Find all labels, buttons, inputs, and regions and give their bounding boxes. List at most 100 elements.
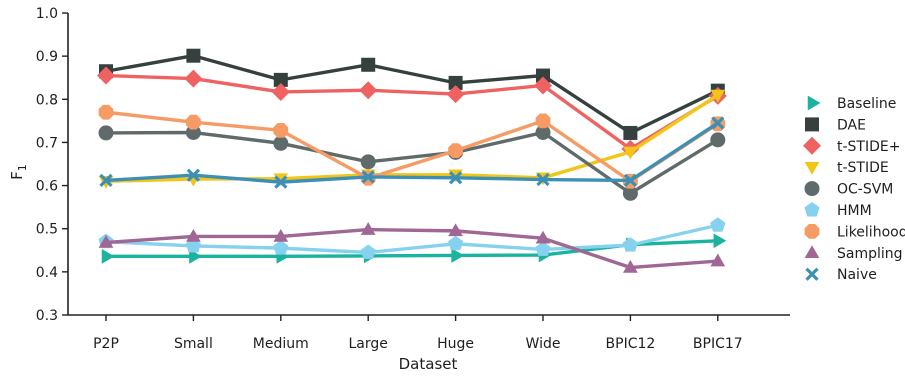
data-point [535, 241, 551, 256]
x-tick-label: BPIC12 [606, 336, 656, 352]
data-point [448, 143, 463, 159]
y-axis-title-main: F [8, 171, 26, 180]
legend-item: Likelihood [804, 224, 905, 240]
series-sampling [98, 222, 726, 273]
y-axis-title: F1 [8, 164, 29, 180]
data-point [448, 171, 463, 185]
y-tick-label: 0.9 [36, 49, 58, 65]
data-point [710, 217, 726, 232]
data-point [273, 135, 289, 151]
y-axis-title-subscript: 1 [16, 164, 29, 171]
legend-item: DAE [805, 117, 866, 133]
data-point [273, 228, 289, 242]
data-point [186, 48, 201, 63]
data-point [186, 228, 201, 242]
legend-label: DAE [837, 117, 866, 133]
data-point [360, 222, 376, 235]
x-tick-label: P2P [93, 336, 119, 352]
data-point [623, 173, 638, 188]
series-line [105, 73, 719, 151]
data-point [184, 69, 203, 88]
y-tick-label: 0.5 [36, 222, 58, 238]
legend-marker [807, 95, 821, 111]
legend-label: t-STIDE [837, 160, 889, 176]
legend-marker [804, 245, 820, 259]
legend-label: OC-SVM [837, 182, 893, 198]
x-tick-label: Small [174, 336, 213, 352]
data-point [622, 237, 639, 252]
x-axis-title: Dataset [399, 355, 458, 373]
legend-label: Naive [837, 267, 877, 283]
data-point [101, 248, 115, 264]
data-point [97, 66, 115, 85]
y-tick-label: 0.6 [36, 179, 58, 195]
plot-area [97, 48, 727, 273]
series-naive [99, 116, 725, 189]
data-point [534, 76, 552, 95]
data-point [713, 233, 727, 249]
data-point [360, 244, 376, 259]
x-tick-label: Large [349, 336, 388, 352]
data-point [535, 230, 551, 244]
legend-marker [804, 224, 820, 239]
legend-label: HMM [837, 203, 872, 219]
data-point [536, 68, 550, 83]
axes [67, 13, 790, 316]
data-point [622, 185, 638, 201]
legend-label: Likelihood [837, 224, 905, 240]
legend-marker [804, 161, 820, 175]
data-point [360, 154, 376, 170]
data-point [186, 168, 201, 182]
series-t-stide- [97, 66, 727, 158]
data-point [710, 132, 726, 148]
data-point [623, 146, 638, 160]
data-point [447, 235, 464, 251]
legend-marker [804, 202, 820, 217]
legend-marker [803, 136, 821, 155]
legend: Baseline DAE t-STIDE+ t-STIDE OC-SVM HMM Likel… [803, 95, 905, 283]
legend-label: Sampling [837, 246, 903, 262]
data-point [189, 248, 202, 264]
y-tick-label: 0.8 [36, 92, 58, 108]
legend-item: t-STIDE+ [803, 136, 900, 155]
legend-item: Baseline [807, 95, 896, 112]
legend-marker [804, 181, 820, 197]
x-tick-label: Medium [253, 336, 309, 352]
data-point [710, 89, 726, 103]
data-point [448, 75, 463, 90]
data-point [623, 125, 638, 140]
data-point [98, 104, 114, 120]
legend-marker [805, 117, 819, 132]
legend-item: Sampling [804, 245, 903, 262]
y-tick-label: 0.3 [36, 308, 58, 324]
x-ticks: P2P Small Medium Large Huge Wide BPIC12 BPIC17 [93, 315, 743, 352]
data-point [451, 248, 465, 263]
legend-item: OC-SVM [804, 181, 893, 198]
data-point [273, 122, 289, 138]
data-point [98, 235, 114, 248]
x-tick-label: Huge [437, 336, 474, 352]
series-line [105, 110, 719, 183]
x-tick-label: BPIC17 [693, 336, 743, 352]
data-point [448, 223, 463, 237]
series-line [105, 121, 719, 184]
legend-marker [805, 267, 819, 281]
data-point [98, 125, 114, 141]
data-point [535, 125, 551, 141]
data-point [361, 57, 376, 72]
data-point [446, 85, 465, 104]
legend-item: HMM [804, 202, 872, 219]
data-point [361, 170, 375, 184]
legend-item: Naive [805, 267, 877, 283]
x-tick-label: Wide [526, 336, 561, 352]
y-tick-label: 0.7 [36, 135, 58, 151]
data-point [711, 116, 725, 130]
series-line [105, 227, 718, 270]
legend-label: t-STIDE+ [837, 139, 900, 155]
legend-item: t-STIDE [804, 160, 889, 176]
y-tick-label: 0.4 [36, 265, 58, 281]
data-point [273, 72, 288, 87]
data-point [271, 82, 290, 101]
data-point [623, 260, 638, 273]
